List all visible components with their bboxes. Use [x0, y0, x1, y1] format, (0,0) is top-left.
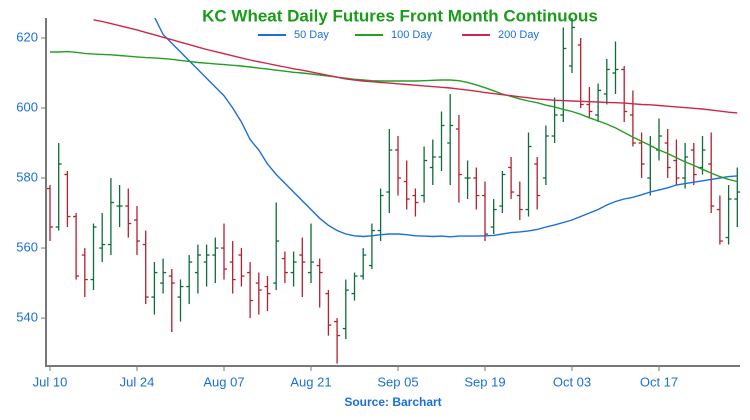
chart-title: KC Wheat Daily Futures Front Month Conti… [202, 6, 598, 25]
y-tick-label: 560 [16, 239, 38, 254]
ma-line [154, 18, 738, 238]
legend-label: 200 Day [498, 29, 539, 41]
x-tick-label: Jul 24 [120, 374, 155, 389]
ma-line [93, 19, 738, 114]
x-tick-label: Sep 19 [464, 374, 505, 389]
y-tick-label: 580 [16, 169, 38, 184]
x-tick-label: Aug 21 [290, 374, 331, 389]
x-tick-label: Sep 05 [377, 374, 418, 389]
plot-area [47, 18, 740, 364]
y-tick-label: 600 [16, 99, 38, 114]
source: Source: Barchart [344, 395, 441, 409]
y-tick-label: 620 [16, 29, 38, 44]
y-tick-label: 540 [16, 310, 38, 325]
ma-line [50, 50, 738, 183]
legend-label: 50 Day [294, 29, 329, 41]
legend-label: 100 Day [391, 29, 432, 41]
x-tick-label: Oct 03 [553, 374, 591, 389]
x-tick-label: Aug 07 [203, 374, 244, 389]
x-tick-label: Oct 17 [640, 374, 678, 389]
x-tick-label: Jul 10 [33, 374, 68, 389]
